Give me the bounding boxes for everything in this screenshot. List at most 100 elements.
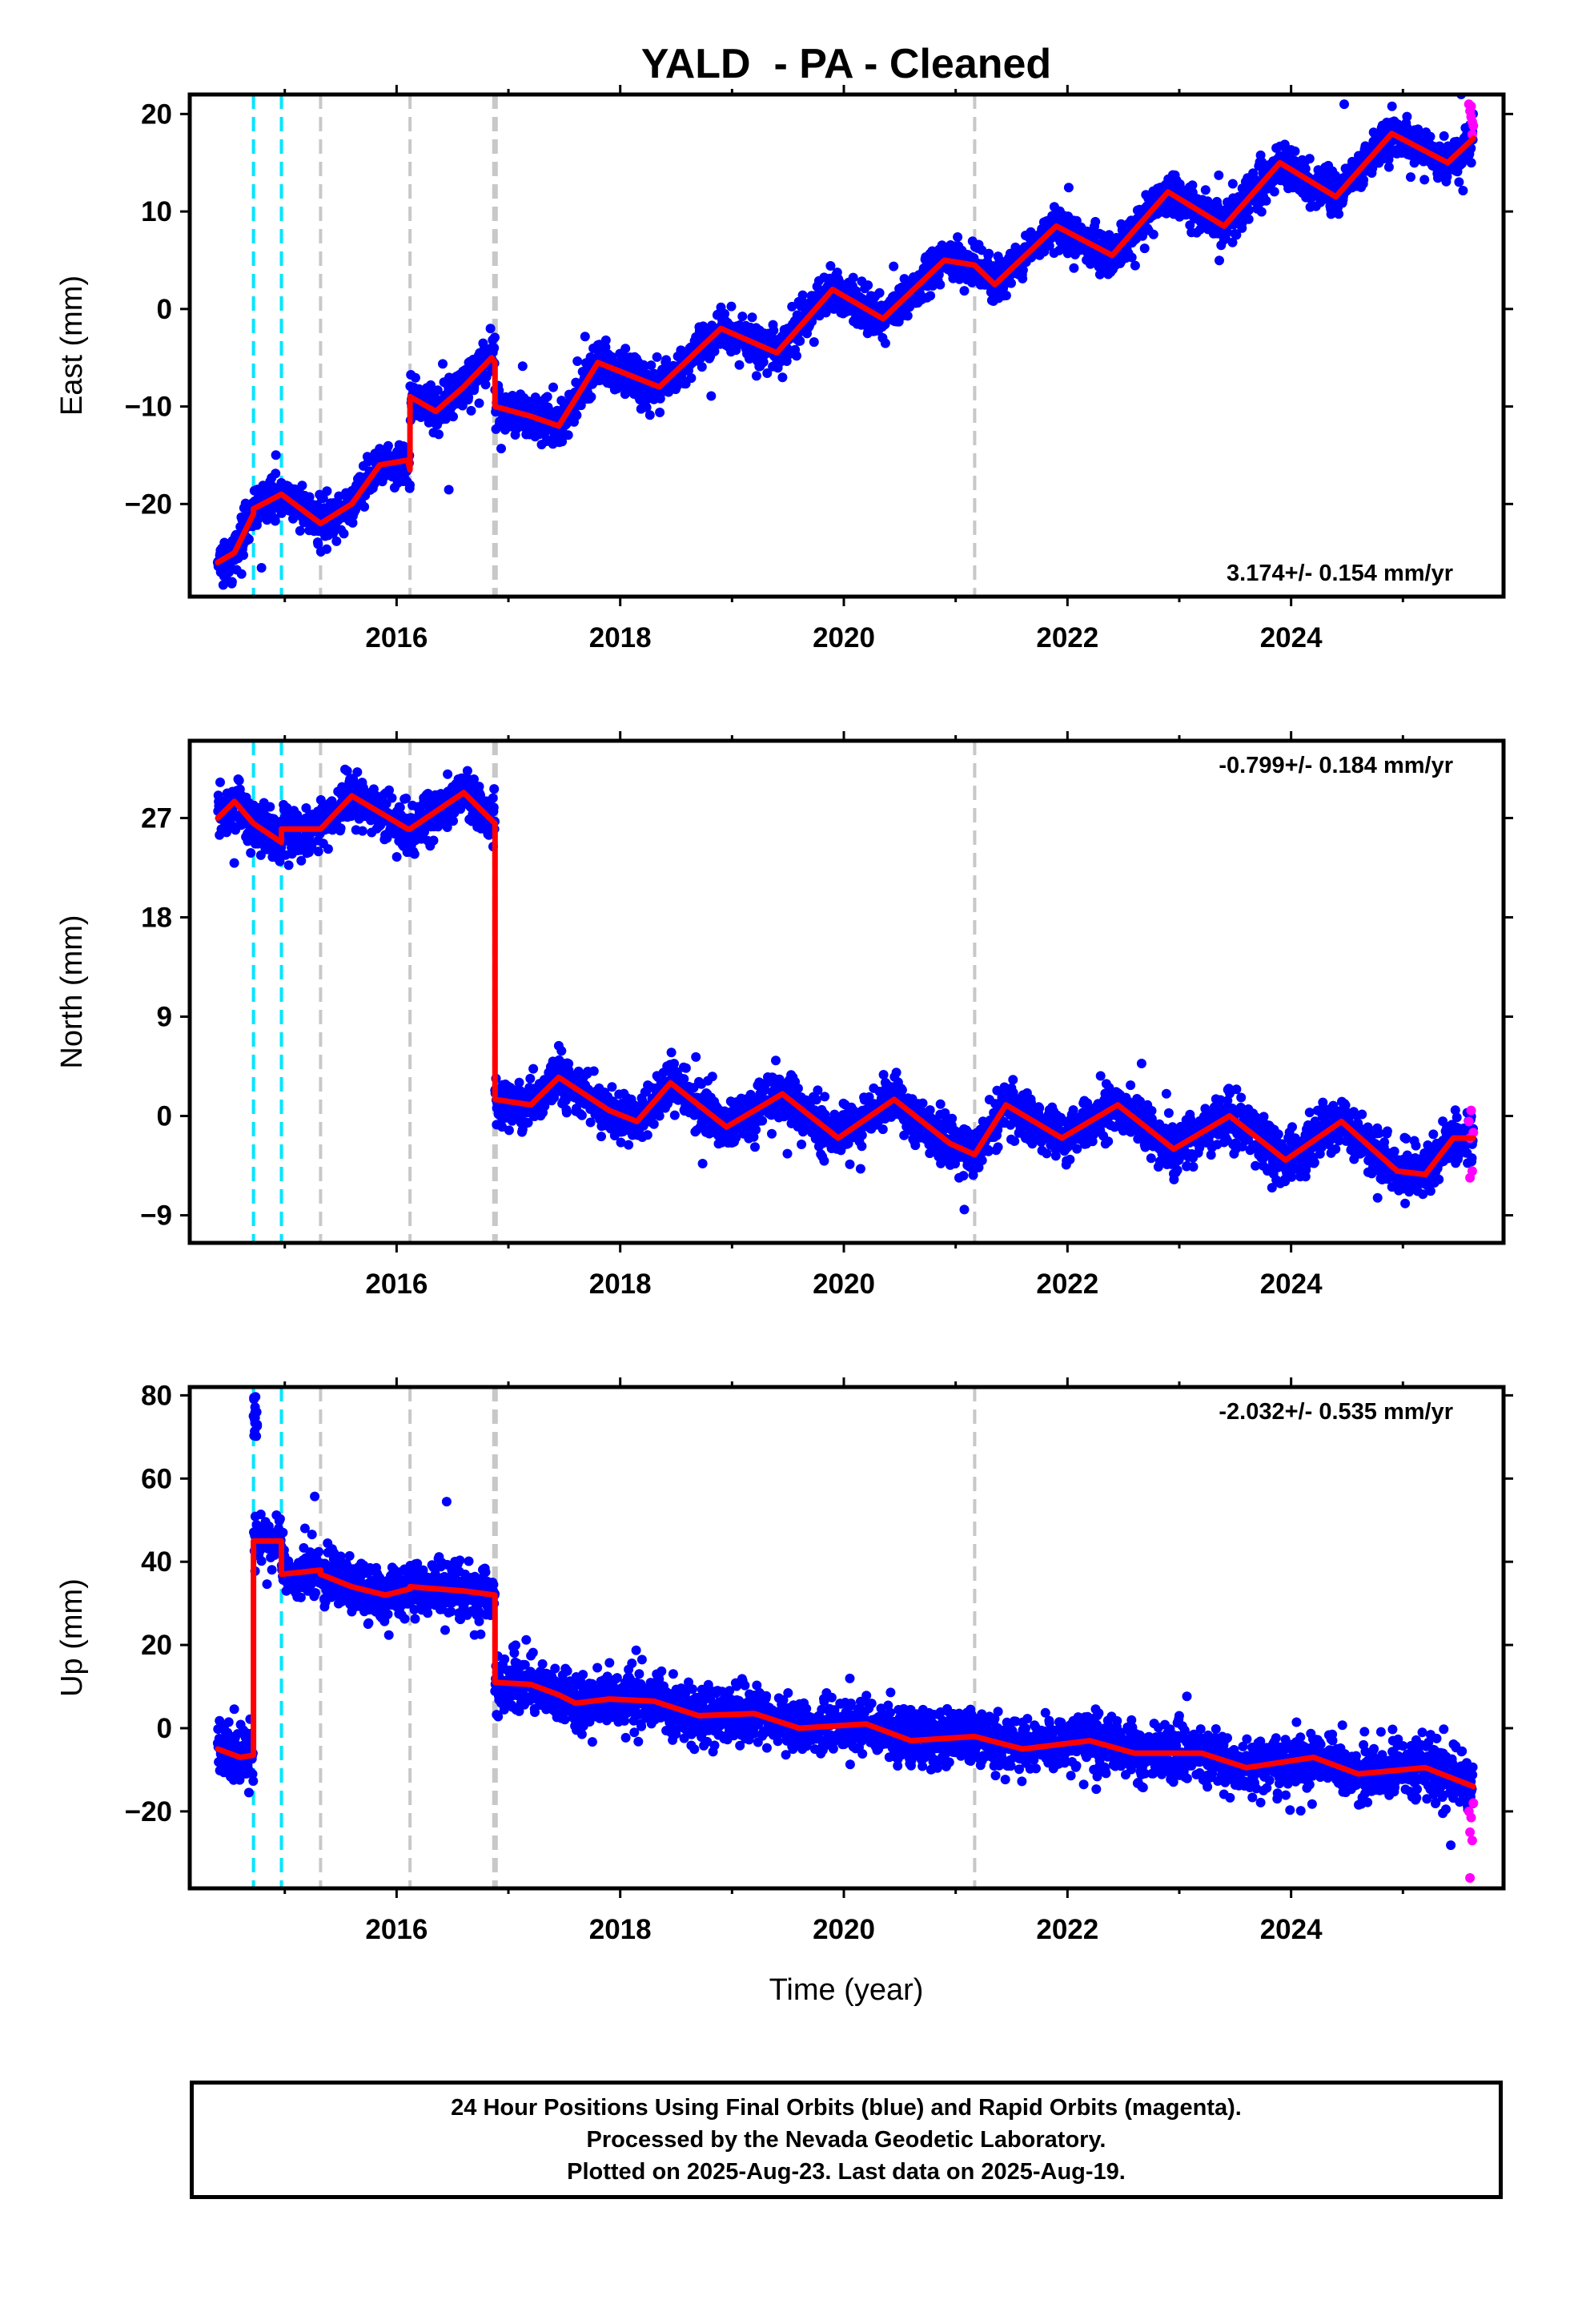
data-point (271, 450, 281, 460)
data-point (777, 372, 788, 383)
data-point (474, 398, 484, 408)
data-point (265, 802, 275, 812)
data-point (339, 529, 349, 539)
data-point (215, 777, 225, 787)
data-point (464, 392, 474, 402)
data-point (283, 860, 294, 870)
data-point (1425, 131, 1435, 142)
data-point (557, 436, 568, 447)
data-point (243, 534, 254, 545)
data-point (781, 356, 792, 366)
data-point (331, 536, 342, 546)
data-point (1227, 179, 1238, 189)
data-point (556, 1046, 567, 1056)
data-point (880, 338, 890, 348)
data-point (236, 569, 247, 579)
data-point (1339, 99, 1349, 110)
data-point (620, 344, 631, 354)
x-tick-label: 2024 (1260, 622, 1323, 653)
data-point (706, 391, 717, 401)
data-point (462, 766, 472, 776)
final-orbit-points (213, 764, 1478, 1215)
data-point (1187, 180, 1198, 191)
data-point (410, 372, 420, 383)
data-point (496, 444, 506, 454)
data-point (644, 410, 655, 420)
data-point (935, 279, 946, 290)
data-point (563, 430, 573, 440)
data-point (1018, 265, 1028, 275)
data-point (1126, 252, 1137, 263)
data-point (641, 402, 652, 412)
data-point (1261, 195, 1271, 206)
rapid-orbit-point (1466, 101, 1476, 111)
data-point (256, 563, 267, 573)
data-point (809, 337, 819, 348)
data-point (246, 848, 256, 858)
y-tick-label: 20 (141, 99, 172, 130)
data-point (255, 850, 266, 860)
data-point (488, 802, 499, 813)
data-point (1227, 237, 1238, 247)
y-tick-label: −10 (125, 392, 172, 423)
data-point (1419, 175, 1430, 185)
data-point (313, 539, 323, 549)
data-point (984, 248, 994, 259)
data-point (234, 775, 244, 786)
data-point (1402, 111, 1412, 122)
data-point (585, 1117, 596, 1128)
data-point (409, 849, 420, 859)
data-point (795, 336, 805, 346)
data-point (469, 774, 479, 784)
data-point (322, 544, 331, 554)
data-point (275, 856, 285, 866)
data-point (528, 1063, 539, 1074)
data-point (322, 486, 332, 497)
data-point (1383, 162, 1394, 172)
data-point (825, 261, 836, 271)
data-point (517, 361, 528, 372)
data-point (224, 567, 235, 577)
data-point (444, 485, 454, 495)
chart-title: YALD - PA - Cleaned (641, 41, 1051, 87)
data-point (1069, 263, 1079, 273)
data-point (655, 393, 665, 404)
data-point (357, 826, 367, 836)
data-point (751, 371, 761, 381)
data-point (762, 368, 773, 378)
x-axis-title: Time (year) (769, 1973, 924, 2007)
data-point (313, 846, 323, 857)
x-tick-label: 2016 (365, 622, 428, 653)
panel-frame (187, 92, 1506, 599)
data-point (1442, 171, 1452, 182)
data-point (335, 823, 346, 834)
y-tick-label: 0 (157, 294, 172, 325)
data-point (442, 822, 452, 832)
data-point (1139, 243, 1150, 254)
x-tick-label: 2022 (1036, 622, 1098, 653)
data-point (902, 311, 913, 321)
data-point (271, 468, 281, 479)
data-point (709, 346, 720, 356)
data-point (504, 1125, 514, 1136)
data-point (1458, 186, 1468, 195)
data-point (769, 325, 779, 336)
data-point (1063, 183, 1074, 193)
data-point (848, 272, 858, 283)
data-point (586, 392, 596, 402)
data-point (1439, 131, 1449, 141)
data-point (352, 767, 363, 778)
data-point (296, 855, 307, 866)
data-point (580, 332, 590, 342)
data-point (1387, 101, 1397, 111)
y-tick-label: 10 (141, 196, 172, 227)
data-point (383, 440, 393, 451)
data-point (270, 516, 280, 526)
data-point (304, 492, 315, 502)
data-point (1334, 209, 1344, 219)
data-point (523, 1117, 533, 1128)
data-point (405, 480, 415, 490)
data-point (1200, 185, 1211, 195)
